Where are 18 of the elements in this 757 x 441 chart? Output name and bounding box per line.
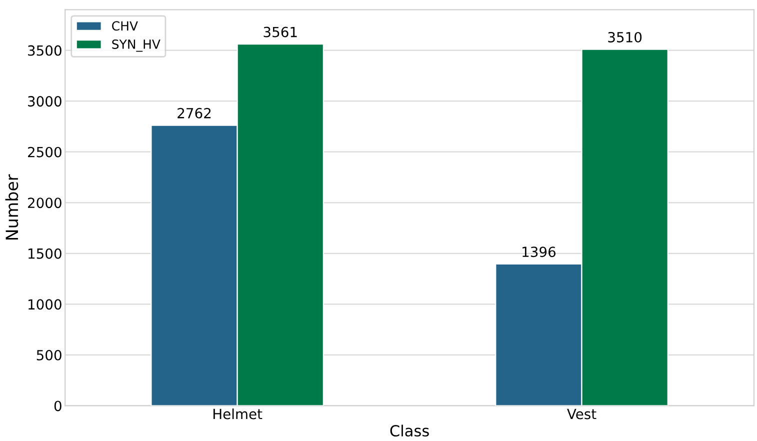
- x-axis-title: Class: [390, 424, 429, 437]
- y-tick-label: 1500: [28, 248, 62, 259]
- data-label: 3510: [608, 32, 642, 42]
- y-tick-label: 2500: [28, 146, 62, 158]
- y-tick-label: 3500: [28, 45, 62, 56]
- legend-label: SYN_HV: [112, 40, 160, 52]
- data-label: 3561: [264, 26, 297, 38]
- y-tick-label: 0: [54, 400, 62, 412]
- x-tick-label: Vest: [567, 408, 596, 420]
- y-tick-label: 2000: [28, 198, 62, 208]
- data-label: 1396: [522, 246, 556, 258]
- y-axis-title: Number: [5, 174, 18, 240]
- y-tick-label: 1000: [28, 299, 62, 310]
- x-tick-label: Helmet: [214, 408, 262, 420]
- data-label: 2762: [178, 108, 211, 118]
- legend-label: CHV: [112, 21, 138, 31]
- y-tick-label: 500: [36, 350, 62, 360]
- y-tick-label: 3000: [28, 96, 62, 107]
